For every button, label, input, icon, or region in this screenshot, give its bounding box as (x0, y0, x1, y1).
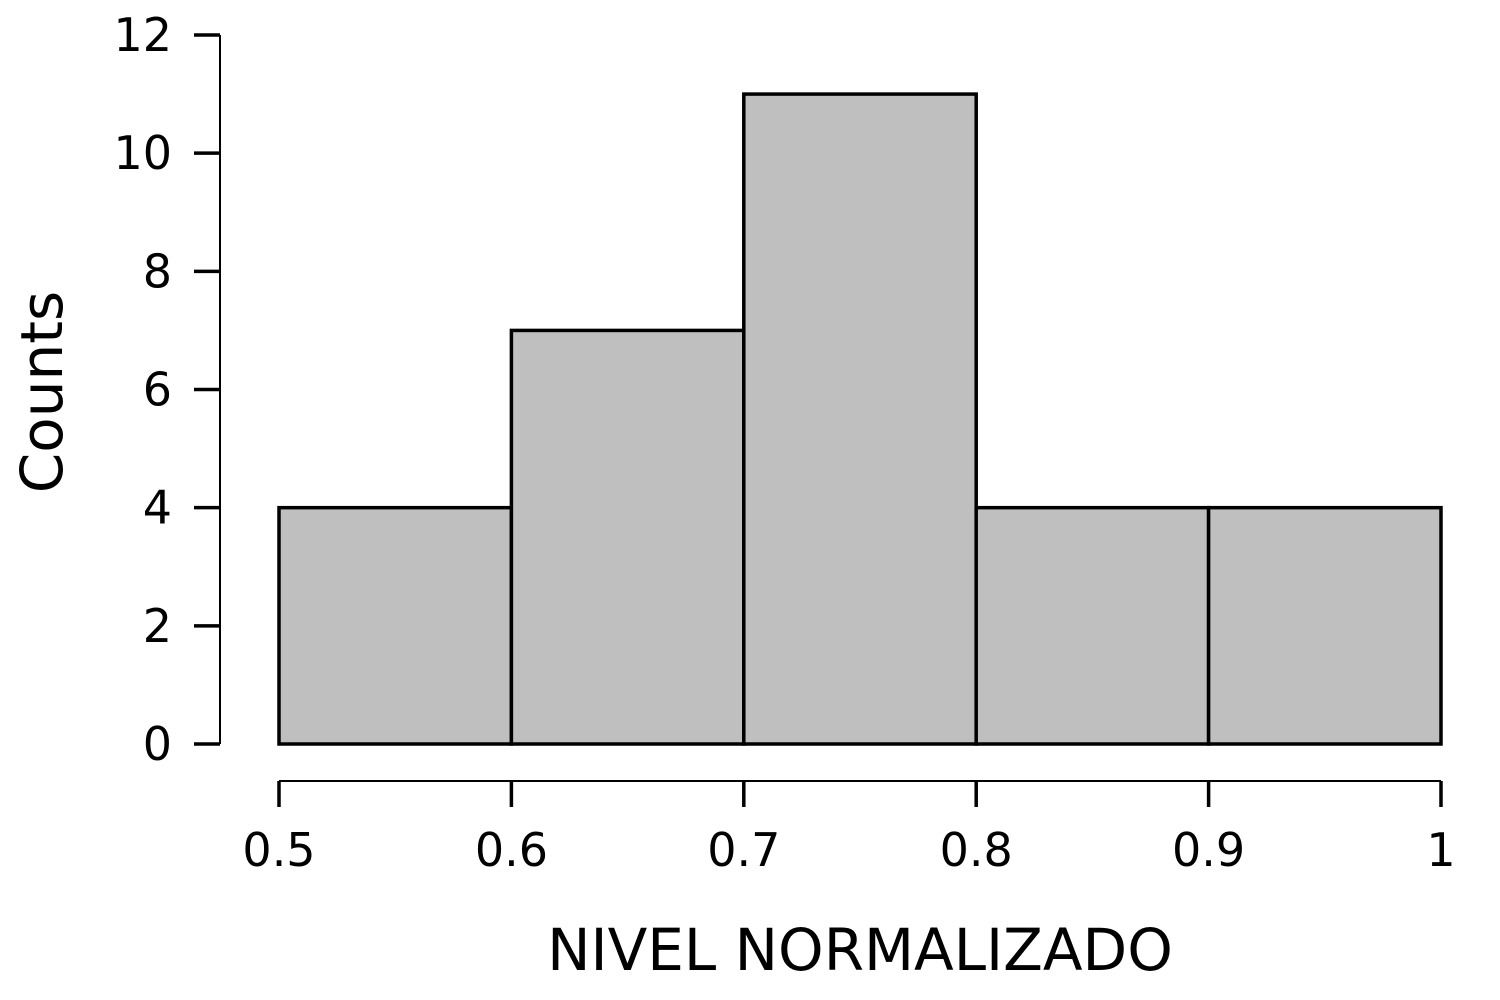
y-tick-label: 6 (143, 363, 172, 417)
histogram-bar-0 (277, 505, 514, 746)
y-tick-label: 8 (143, 244, 172, 298)
x-axis-title: NIVEL NORMALIZADO (547, 916, 1173, 984)
y-tick-label: 10 (113, 126, 172, 180)
histogram-bar-2 (742, 92, 978, 746)
x-tick-label: 1 (1426, 823, 1455, 877)
y-axis: 0 2 4 6 8 10 12 (113, 8, 221, 771)
y-tick-label: 0 (143, 717, 172, 771)
x-tick-label: 0.9 (1172, 823, 1245, 877)
y-tick-label: 12 (113, 8, 172, 62)
histogram-bar-3 (974, 505, 1211, 746)
histogram-bar-1 (509, 328, 746, 746)
y-axis-title: Counts (8, 291, 76, 493)
y-tick-label: 2 (143, 599, 172, 653)
histogram-bar-4 (1206, 505, 1443, 746)
histogram-bars (277, 92, 1443, 746)
x-tick-label: 0.5 (242, 823, 315, 877)
x-axis: 0.5 0.6 0.7 0.8 0.9 1 (242, 780, 1456, 877)
x-tick-label: 0.8 (940, 823, 1013, 877)
y-tick-label: 4 (143, 481, 172, 535)
x-tick-label: 0.7 (707, 823, 780, 877)
x-tick-label: 0.6 (475, 823, 548, 877)
